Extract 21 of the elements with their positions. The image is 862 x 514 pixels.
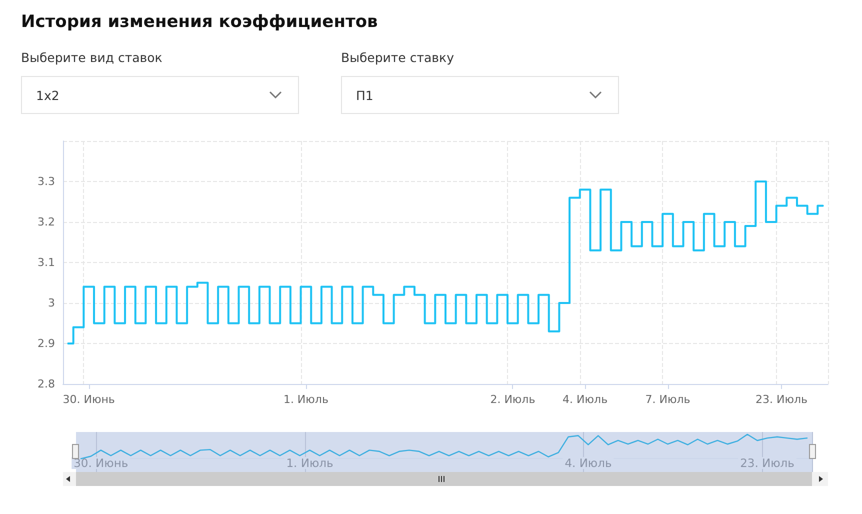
- x-tick-label: 7. Июль: [645, 393, 690, 406]
- y-tick-label: 2.9: [38, 337, 55, 350]
- x-tick-label: 23. Июль: [740, 456, 795, 470]
- x-tick-label: 2. Июль: [490, 393, 536, 406]
- text: 1x2: [36, 88, 60, 103]
- x-tick-label: 4. Июль: [562, 393, 608, 406]
- x-tick-label: 1. Июль: [283, 393, 328, 406]
- x-tick-label: 23. Июль: [755, 393, 808, 406]
- y-tick-label: 3: [48, 296, 55, 310]
- y-tick-label: 3.1: [38, 256, 55, 269]
- text: Выберите ставку: [341, 50, 454, 65]
- text: Выберите вид ставок: [21, 50, 162, 65]
- text: П1: [356, 88, 374, 103]
- y-tick-label: 3.2: [38, 216, 55, 228]
- x-tick-label: 30. Июнь: [62, 393, 115, 406]
- chart-title: История изменения коэффициентов: [21, 12, 378, 32]
- x-tick-label: 30. Июнь: [74, 456, 128, 470]
- x-tick-label: 1. Июль: [286, 456, 334, 470]
- x-tick-label: 4. Июль: [564, 456, 612, 470]
- y-tick-label: 3.3: [38, 175, 55, 188]
- y-tick-label: 2.8: [38, 378, 55, 390]
